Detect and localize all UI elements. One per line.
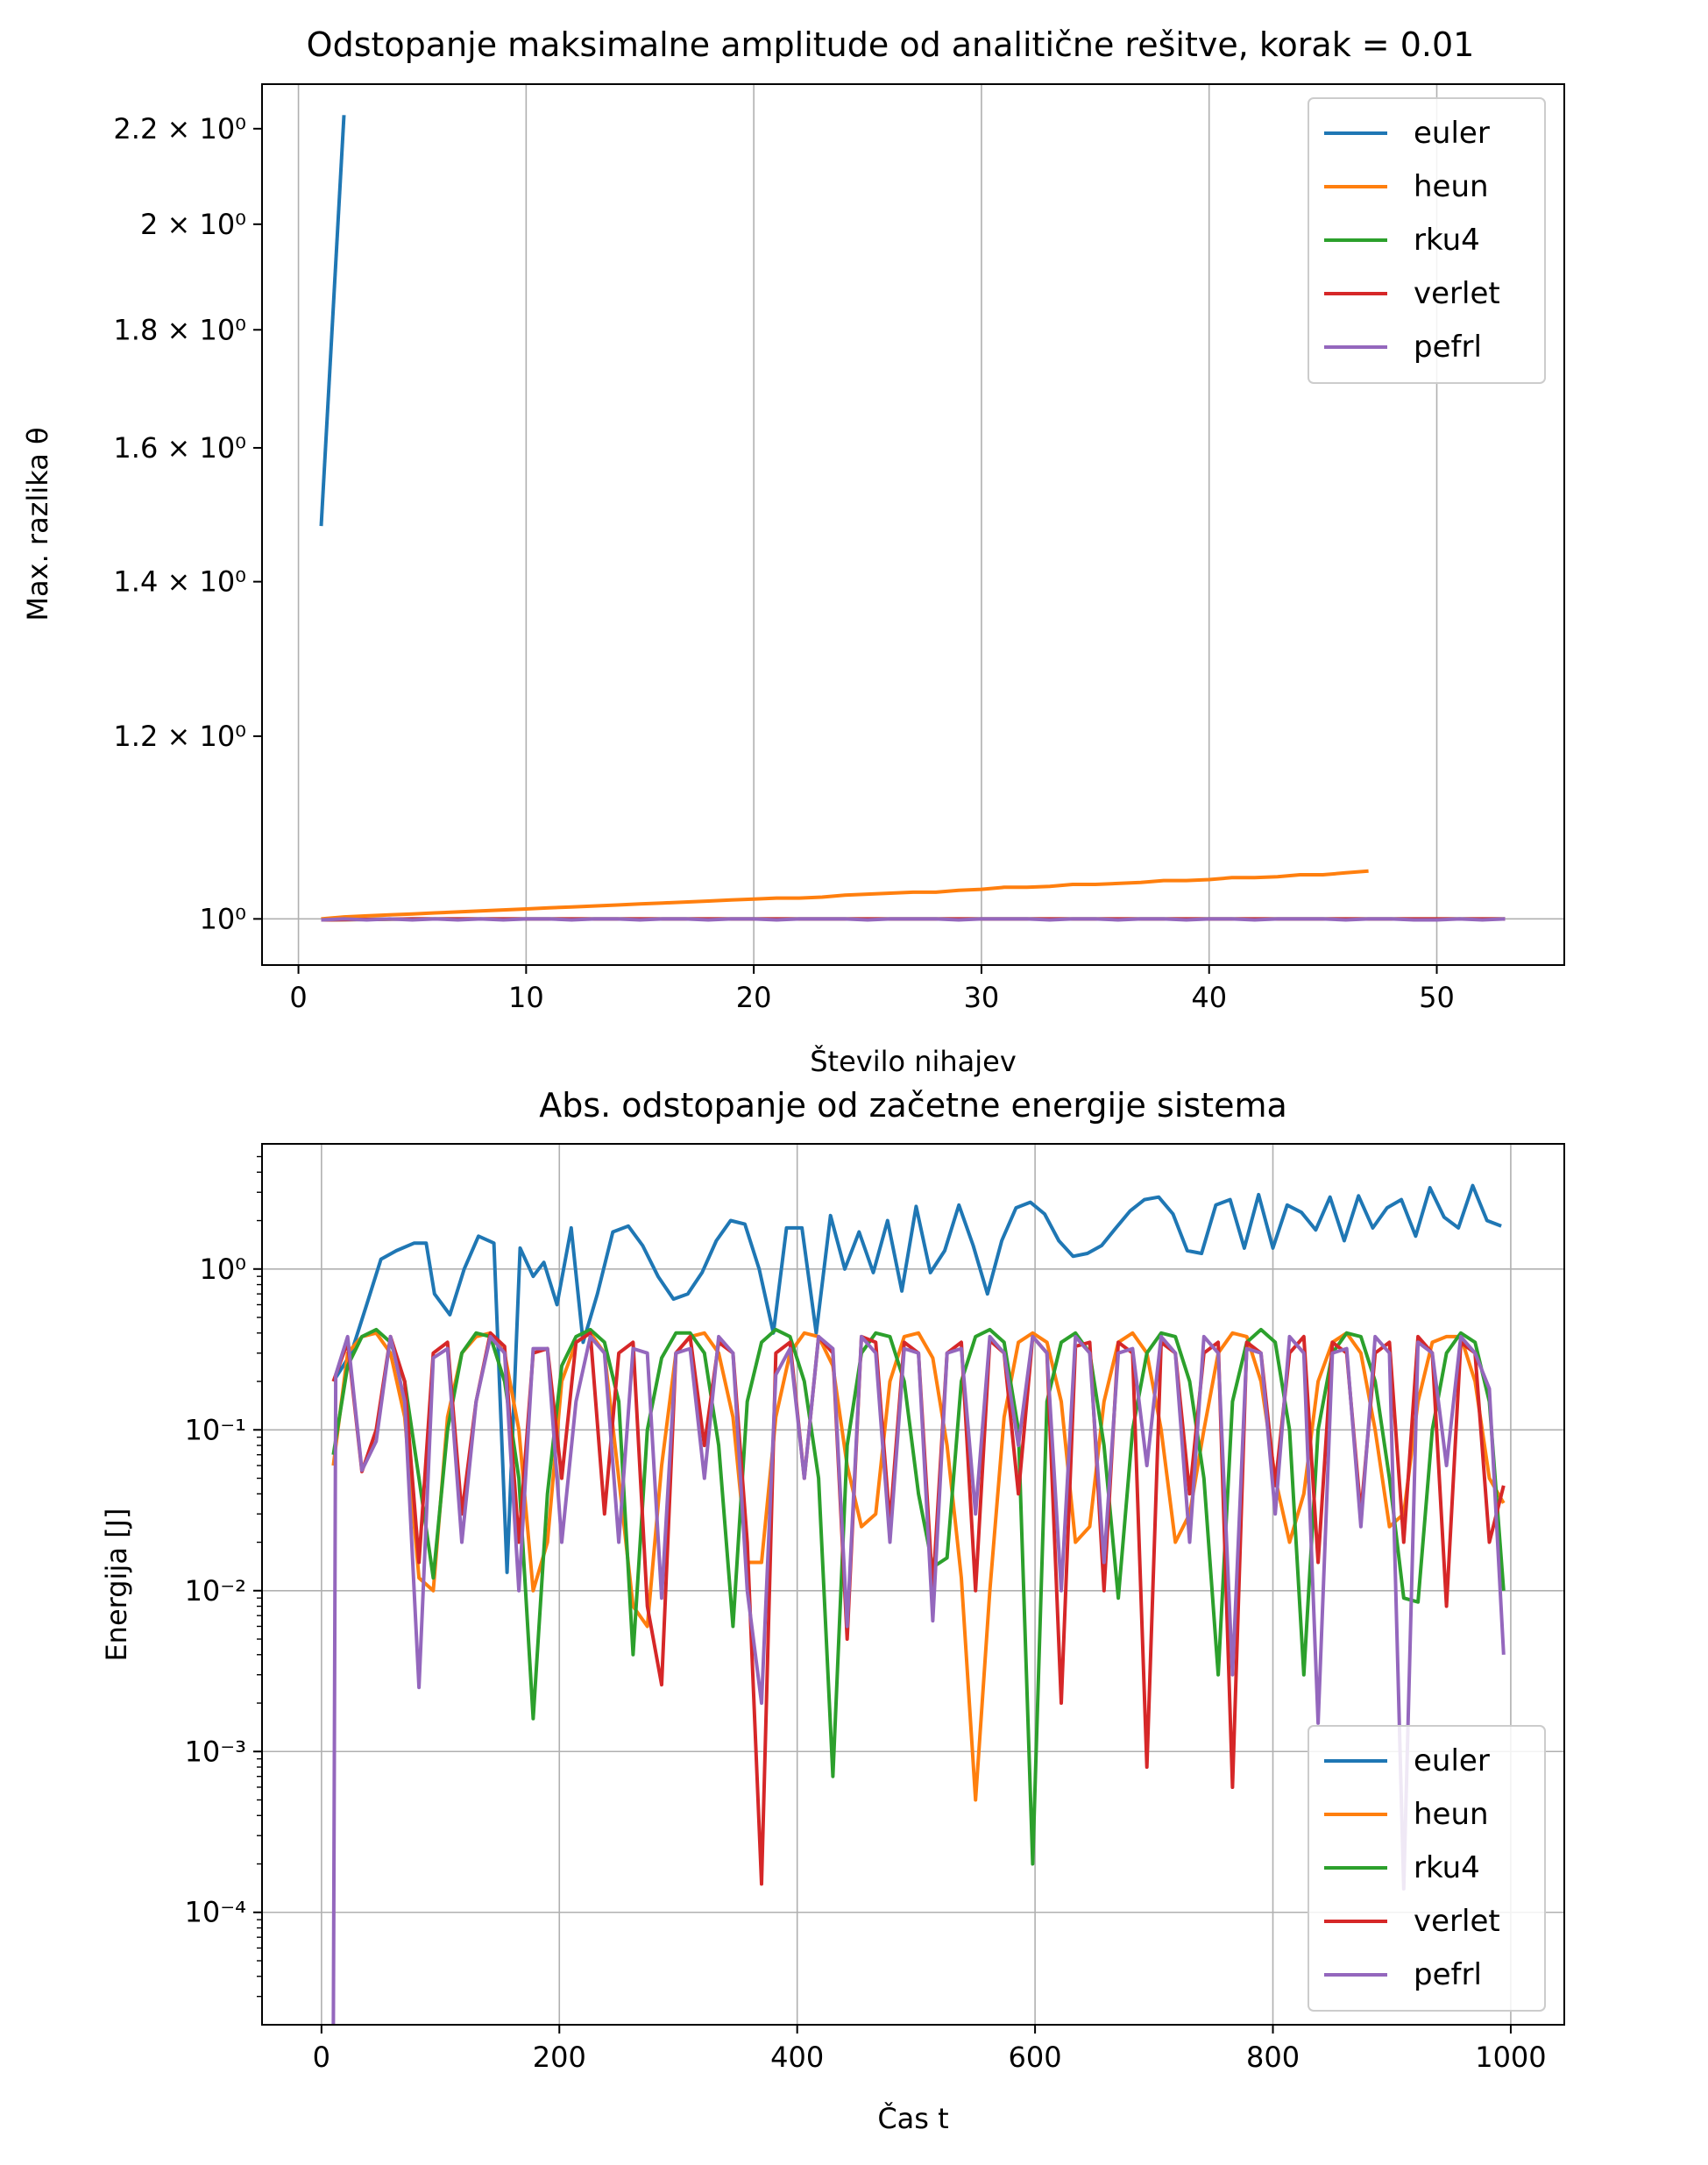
chart-2-plot-frame (261, 1143, 1565, 2026)
chart-2-legend: euler heun rku4 verlet pefrl (1308, 1725, 1546, 2012)
legend-box (1308, 1725, 1546, 2012)
chart-1-y-ticks: 10⁰ 1.2 × 10⁰ 1.4 × 10⁰ 1.6 × 10⁰ 1.8 × 10⁰ 2… (113, 112, 262, 935)
series-line-rku4 (331, 1327, 1506, 1866)
x-tick-label: 200 (533, 2041, 586, 2074)
legend-label-pefrl: pefrl (1414, 330, 1482, 365)
chart-1-x-label: Število nihajev (810, 1044, 1017, 1078)
chart-1-x-ticks: 0 10 20 30 40 50 (289, 965, 1455, 1014)
y-tick-label: 10⁻² (185, 1574, 246, 1608)
legend-label-verlet: verlet (1414, 276, 1500, 311)
y-tick-label: 10⁰ (199, 902, 246, 935)
y-tick-label: 1.8 × 10⁰ (113, 313, 246, 346)
y-tick-label: 1.2 × 10⁰ (113, 720, 246, 753)
y-tick-label: 2 × 10⁰ (140, 208, 246, 241)
chart-1-legend: euler heun rku4 verlet pefrl (1308, 97, 1546, 384)
legend-label-euler: euler (1414, 116, 1490, 151)
series-line-heun (321, 869, 1369, 921)
chart-1-y-label: Max. razlika θ (21, 427, 54, 621)
chart-1-series (319, 115, 1506, 922)
x-tick-label: 30 (964, 981, 1000, 1014)
x-tick-label: 400 (770, 2041, 824, 2074)
chart-2-x-ticks: 0 200 400 600 800 1000 (313, 2025, 1547, 2074)
legend-label-heun: heun (1414, 1797, 1489, 1832)
x-tick-label: 800 (1246, 2041, 1300, 2074)
x-tick-label: 1000 (1475, 2041, 1546, 2074)
x-tick-label: 50 (1419, 981, 1455, 1014)
x-tick-label: 0 (289, 981, 307, 1014)
series-line-euler (319, 115, 346, 527)
chart-2-y-label: Energija [J] (100, 1508, 133, 1661)
chart-1: Odstopanje maksimalne amplitude od anali… (21, 25, 1565, 1078)
chart-2-series (331, 1183, 1506, 2025)
legend-label-heun: heun (1414, 169, 1489, 204)
x-tick-label: 40 (1191, 981, 1227, 1014)
chart-2-y-ticks: 10⁻⁴ 10⁻³ 10⁻² 10⁻¹ 10⁰ (185, 1155, 262, 1998)
y-tick-label: 10⁻¹ (185, 1413, 246, 1446)
x-tick-label: 600 (1009, 2041, 1062, 2074)
legend-box (1308, 97, 1546, 384)
y-tick-label: 1.6 × 10⁰ (113, 431, 246, 465)
chart-2: Abs. odstopanje od začetne energije sist… (100, 1086, 1565, 2135)
legend-label-rku4: rku4 (1414, 1850, 1480, 1885)
y-tick-label: 2.2 × 10⁰ (113, 112, 246, 146)
y-tick-label: 10⁰ (199, 1253, 246, 1286)
chart-1-title: Odstopanje maksimalne amplitude od anali… (307, 25, 1475, 64)
legend-label-verlet: verlet (1414, 1904, 1500, 1939)
chart-1-plot-frame (261, 83, 1565, 966)
y-tick-label: 10⁻⁴ (185, 1896, 246, 1929)
legend-label-rku4: rku4 (1414, 223, 1480, 258)
legend-label-pefrl: pefrl (1414, 1957, 1482, 1992)
y-tick-label: 10⁻³ (185, 1735, 246, 1768)
series-line-euler (331, 1183, 1502, 1574)
x-tick-label: 20 (736, 981, 772, 1014)
chart-2-title: Abs. odstopanje od začetne energije sist… (539, 1086, 1287, 1125)
x-tick-label: 10 (508, 981, 544, 1014)
y-tick-label: 1.4 × 10⁰ (113, 565, 246, 599)
series-line-pefrl (331, 1334, 1506, 2025)
legend-label-euler: euler (1414, 1743, 1490, 1778)
chart-2-x-label: Čas t (877, 2101, 948, 2135)
x-tick-label: 0 (313, 2041, 330, 2074)
